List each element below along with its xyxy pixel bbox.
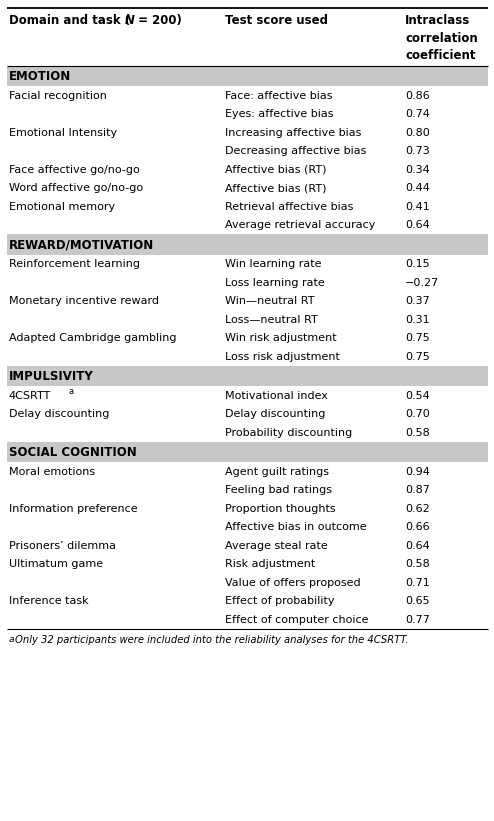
Text: Loss learning rate: Loss learning rate	[225, 277, 325, 287]
Text: Effect of computer choice: Effect of computer choice	[225, 615, 368, 625]
Text: 0.58: 0.58	[405, 428, 430, 438]
Text: 0.44: 0.44	[405, 183, 430, 193]
Text: a: a	[69, 388, 74, 397]
Text: Average steal rate: Average steal rate	[225, 541, 328, 551]
Text: N: N	[125, 14, 135, 27]
Text: 0.75: 0.75	[405, 333, 430, 343]
Text: Facial recognition: Facial recognition	[9, 91, 107, 101]
Text: 0.71: 0.71	[405, 578, 430, 588]
Text: 0.87: 0.87	[405, 485, 430, 495]
Text: Monetary incentive reward: Monetary incentive reward	[9, 296, 159, 306]
Text: Effect of probability: Effect of probability	[225, 596, 334, 606]
Text: 0.70: 0.70	[405, 409, 430, 420]
Text: Decreasing affective bias: Decreasing affective bias	[225, 146, 366, 156]
Text: Emotional Intensity: Emotional Intensity	[9, 128, 117, 138]
Text: EMOTION: EMOTION	[9, 70, 71, 83]
Text: Inference task: Inference task	[9, 596, 88, 606]
Text: Reinforcement learning: Reinforcement learning	[9, 259, 140, 269]
Text: 0.77: 0.77	[405, 615, 430, 625]
Text: Ultimatum game: Ultimatum game	[9, 559, 103, 569]
Text: 0.31: 0.31	[405, 314, 430, 325]
Text: 0.86: 0.86	[405, 91, 430, 101]
Text: 0.58: 0.58	[405, 559, 430, 569]
Text: Loss risk adjustment: Loss risk adjustment	[225, 351, 340, 362]
Text: Agent guilt ratings: Agent guilt ratings	[225, 467, 329, 477]
Text: Motivational index: Motivational index	[225, 391, 328, 401]
Text: Increasing affective bias: Increasing affective bias	[225, 128, 361, 138]
Text: SOCIAL COGNITION: SOCIAL COGNITION	[9, 446, 137, 459]
Text: 0.75: 0.75	[405, 351, 430, 362]
Text: Word affective go/no-go: Word affective go/no-go	[9, 183, 143, 193]
Text: Test score used: Test score used	[225, 14, 328, 27]
Text: 0.64: 0.64	[405, 541, 430, 551]
Text: Domain and task (: Domain and task (	[9, 14, 130, 27]
Text: Affective bias (RT): Affective bias (RT)	[225, 183, 326, 193]
Text: Affective bias in outcome: Affective bias in outcome	[225, 522, 367, 532]
Text: 0.66: 0.66	[405, 522, 430, 532]
Text: Proportion thoughts: Proportion thoughts	[225, 504, 335, 514]
Text: Moral emotions: Moral emotions	[9, 467, 95, 477]
Bar	[7, 442, 488, 462]
Text: Eyes: affective bias: Eyes: affective bias	[225, 109, 333, 119]
Text: Adapted Cambridge gambling: Adapted Cambridge gambling	[9, 333, 176, 343]
Text: 0.41: 0.41	[405, 202, 430, 212]
Text: −0.27: −0.27	[405, 277, 439, 287]
Text: Risk adjustment: Risk adjustment	[225, 559, 315, 569]
Text: Win—neutral RT: Win—neutral RT	[225, 296, 314, 306]
Text: Intraclass
correlation
coefficient: Intraclass correlation coefficient	[405, 14, 478, 62]
Text: Only 32 participants were included into the reliability analyses for the 4CSRTT.: Only 32 participants were included into …	[15, 635, 409, 645]
Text: 0.54: 0.54	[405, 391, 430, 401]
Text: Delay discounting: Delay discounting	[9, 409, 109, 420]
Text: Win risk adjustment: Win risk adjustment	[225, 333, 336, 343]
Text: 0.34: 0.34	[405, 165, 430, 175]
Bar	[7, 366, 488, 387]
Text: a: a	[9, 635, 14, 644]
Text: 0.65: 0.65	[405, 596, 430, 606]
Text: Probability discounting: Probability discounting	[225, 428, 352, 438]
Text: 0.94: 0.94	[405, 467, 430, 477]
Text: IMPULSIVITY: IMPULSIVITY	[9, 369, 94, 383]
Text: 0.73: 0.73	[405, 146, 430, 156]
Text: 0.80: 0.80	[405, 128, 430, 138]
Text: Prisoners’ dilemma: Prisoners’ dilemma	[9, 541, 116, 551]
Text: Average retrieval accuracy: Average retrieval accuracy	[225, 220, 375, 230]
Text: Loss—neutral RT: Loss—neutral RT	[225, 314, 318, 325]
Text: 4CSRTT: 4CSRTT	[9, 391, 51, 401]
Text: Win learning rate: Win learning rate	[225, 259, 321, 269]
Text: Face affective go/no-go: Face affective go/no-go	[9, 165, 140, 175]
Text: 0.15: 0.15	[405, 259, 430, 269]
Text: Delay discounting: Delay discounting	[225, 409, 325, 420]
Text: Feeling bad ratings: Feeling bad ratings	[225, 485, 332, 495]
Bar	[7, 66, 488, 86]
Text: Affective bias (RT): Affective bias (RT)	[225, 165, 326, 175]
Text: 0.64: 0.64	[405, 220, 430, 230]
Text: Value of offers proposed: Value of offers proposed	[225, 578, 361, 588]
Text: = 200): = 200)	[134, 14, 182, 27]
Text: Information preference: Information preference	[9, 504, 137, 514]
Text: Retrieval affective bias: Retrieval affective bias	[225, 202, 353, 212]
Text: 0.74: 0.74	[405, 109, 430, 119]
Text: REWARD/MOTIVATION: REWARD/MOTIVATION	[9, 238, 154, 251]
Text: 0.62: 0.62	[405, 504, 430, 514]
Text: 0.37: 0.37	[405, 296, 430, 306]
Bar	[7, 235, 488, 255]
Text: Emotional memory: Emotional memory	[9, 202, 115, 212]
Text: Face: affective bias: Face: affective bias	[225, 91, 332, 101]
